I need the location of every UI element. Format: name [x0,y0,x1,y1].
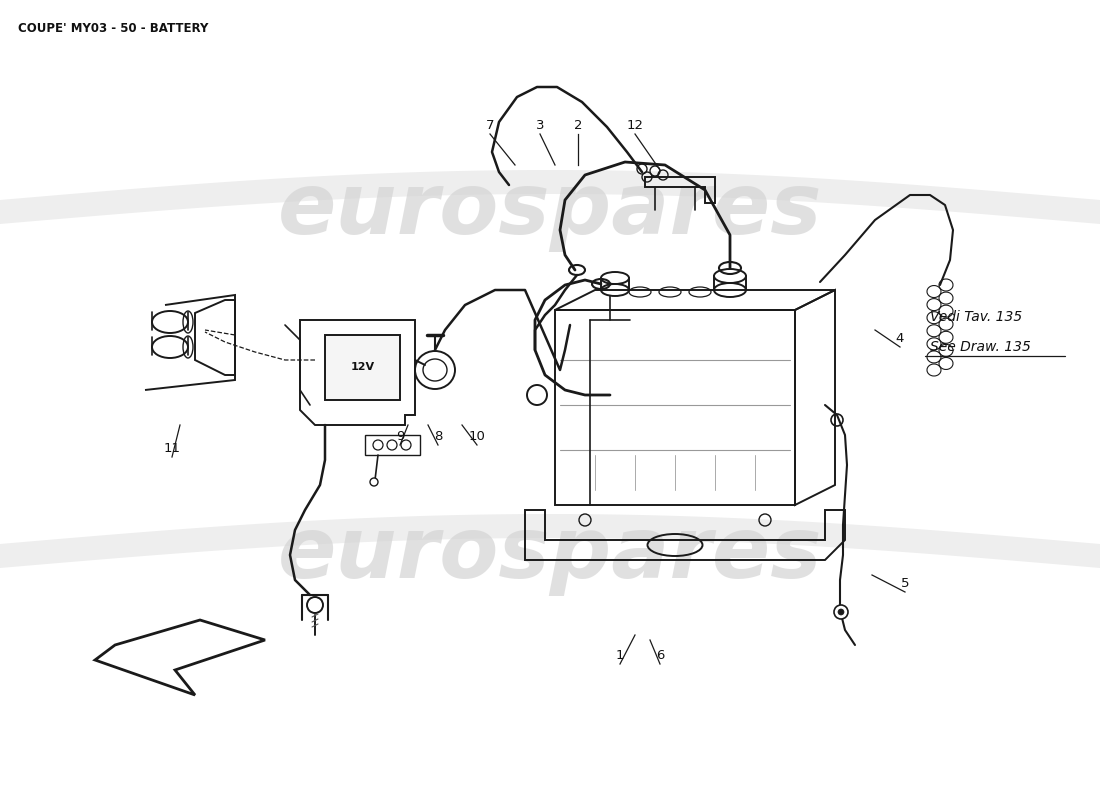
Polygon shape [95,620,265,695]
Text: 4: 4 [895,332,904,345]
Text: See Draw. 135: See Draw. 135 [930,339,1031,354]
Text: 3: 3 [536,119,544,132]
Text: eurospares: eurospares [277,513,823,595]
Circle shape [370,478,378,486]
Circle shape [838,609,844,615]
FancyBboxPatch shape [324,335,400,400]
Text: 5: 5 [901,577,910,590]
Text: Vedi Tav. 135: Vedi Tav. 135 [930,310,1022,324]
Text: 12: 12 [627,119,644,132]
Text: COUPE' MY03 - 50 - BATTERY: COUPE' MY03 - 50 - BATTERY [18,22,208,35]
Text: 6: 6 [656,649,664,662]
Text: 9: 9 [396,430,404,443]
Text: 2: 2 [574,119,582,132]
Text: 10: 10 [469,430,485,443]
Text: 12V: 12V [351,362,375,373]
Text: 7: 7 [486,119,494,132]
Circle shape [834,605,848,619]
Text: 11: 11 [164,442,180,455]
Text: 8: 8 [433,430,442,443]
Text: 1: 1 [616,649,625,662]
Text: eurospares: eurospares [277,169,823,251]
